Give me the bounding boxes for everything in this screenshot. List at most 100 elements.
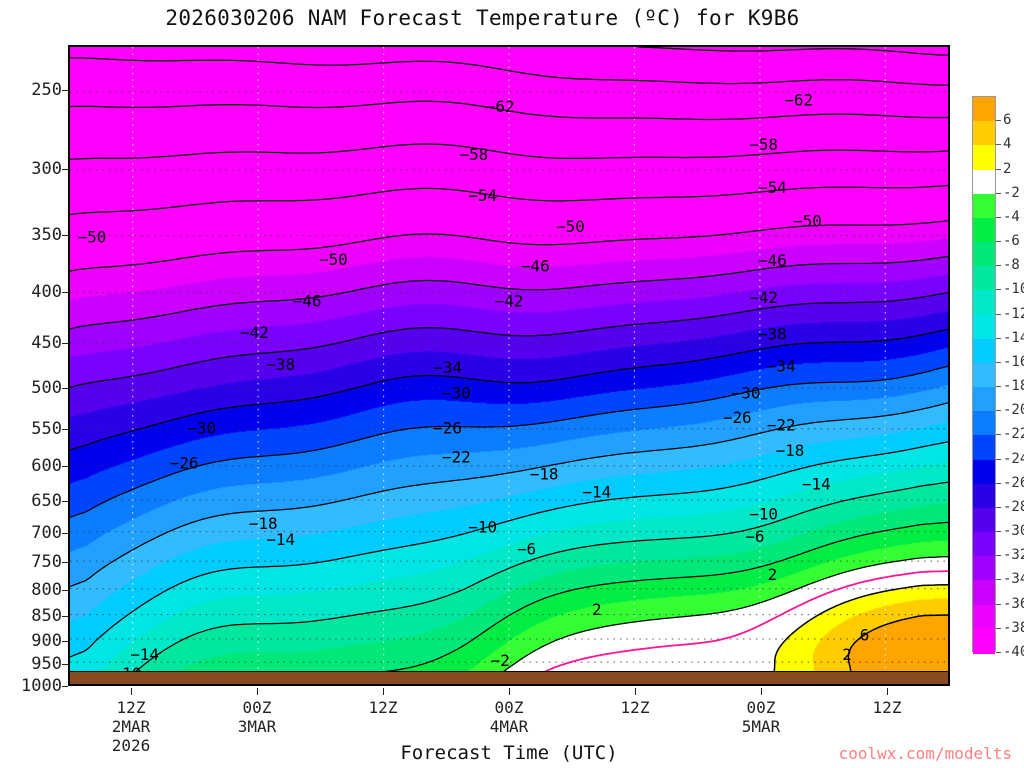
x-axis-time-label: 00Z xyxy=(494,698,524,717)
colorbar-segment xyxy=(973,387,995,412)
colorbar-label: -28 xyxy=(1003,498,1024,515)
y-axis-tick xyxy=(62,500,68,502)
colorbar-label: -24 xyxy=(1003,450,1024,467)
colorbar-tick xyxy=(996,289,1001,291)
colorbar-segment xyxy=(973,628,995,654)
y-axis-label: 250 xyxy=(31,80,62,101)
y-axis-tick xyxy=(62,663,68,665)
x-axis-label-group: 00Z 5MAR xyxy=(742,698,781,736)
svg-text:−62: −62 xyxy=(486,97,515,116)
colorbar-tick xyxy=(996,144,1001,146)
y-axis-tick xyxy=(62,686,68,687)
colorbar-segment xyxy=(973,314,995,340)
contour-plot-area: −62 −62 −58 −58 −54 −54 −50 −50 −50 −50 −46 −46 −46−… xyxy=(68,45,950,686)
y-axis-tick xyxy=(62,168,68,170)
colorbar-tick xyxy=(996,265,1001,267)
colorbar-label: -2 xyxy=(1003,184,1020,201)
x-axis-tick xyxy=(509,688,510,695)
colorbar-tick xyxy=(996,652,1001,653)
y-axis-tick xyxy=(62,234,68,236)
svg-text:−30: −30 xyxy=(187,419,216,438)
colorbar-segment xyxy=(973,483,995,509)
y-axis-tick xyxy=(62,640,68,642)
y-axis-tick xyxy=(62,90,68,92)
contour-label: −14 xyxy=(582,482,611,501)
colorbar-segment xyxy=(973,169,995,195)
svg-text:−46: −46 xyxy=(293,291,322,310)
colorbar-label: -6 xyxy=(1003,233,1020,250)
svg-text:−6: −6 xyxy=(745,527,764,546)
x-axis-label-group: 00Z 4MAR xyxy=(490,698,529,736)
contour-label: −62 xyxy=(784,91,813,110)
colorbar-segment xyxy=(973,290,995,316)
svg-text:−18: −18 xyxy=(530,465,559,484)
colorbar-label: -10 xyxy=(1003,281,1024,298)
page-title: 2026030206 NAM Forecast Temperature (ºC)… xyxy=(165,6,800,30)
grid-layer xyxy=(70,47,948,684)
contour-line xyxy=(70,255,948,330)
svg-text:−38: −38 xyxy=(266,355,295,374)
x-axis: 12Z 2MAR 00Z 3MAR 12Z 00Z 4MAR 12Z 00Z 5MAR 12Z xyxy=(68,688,950,758)
svg-text:−54: −54 xyxy=(758,178,787,197)
contour-label: −30 xyxy=(187,419,216,438)
colorbar-segment xyxy=(973,580,995,606)
svg-text:−26: −26 xyxy=(170,454,199,473)
contour-label: −2 xyxy=(491,651,510,670)
x-axis-date-label: 4MAR xyxy=(489,717,529,736)
colorbar-tick xyxy=(996,506,1001,508)
y-axis-label: 550 xyxy=(31,419,62,440)
contour-label: 6 xyxy=(860,626,870,645)
contour-label: −42 xyxy=(495,291,524,310)
colorbar: 6 4 2 -2 -4 -6 -8 -10 -12 -14 -16 -18 -20 -22 -24 -26 -2… xyxy=(972,96,1024,660)
y-axis-label: 450 xyxy=(31,332,62,353)
colorbar-segment xyxy=(973,338,995,364)
colorbar-label: -32 xyxy=(1003,547,1024,564)
contour-label: −14 xyxy=(802,475,831,494)
colorbar-segment xyxy=(973,145,995,171)
contour-label: −18 xyxy=(530,465,559,484)
y-axis-label: 750 xyxy=(31,552,62,573)
contour-line xyxy=(70,100,948,121)
colorbar-label: -18 xyxy=(1003,378,1024,395)
svg-text:−58: −58 xyxy=(749,135,778,154)
colorbar-tick xyxy=(996,579,1001,581)
y-axis-tick xyxy=(62,292,68,294)
colorbar-segment xyxy=(973,242,995,267)
contour-label: −30 xyxy=(442,384,471,403)
contour-label: −14 xyxy=(266,530,295,549)
contour-label: −18 xyxy=(776,441,805,460)
x-axis-label-group: 12Z xyxy=(621,698,650,717)
colorbar-gradient xyxy=(972,96,996,654)
contour-label: −26 xyxy=(433,419,462,438)
svg-text:−2: −2 xyxy=(491,651,510,670)
colorbar-tick xyxy=(996,603,1001,605)
svg-text:−14: −14 xyxy=(582,482,611,501)
contour-label: 2 xyxy=(768,565,778,584)
svg-text:2: 2 xyxy=(842,645,852,664)
contour-label: −14 xyxy=(130,645,159,664)
y-axis-tick xyxy=(62,388,68,390)
svg-text:−34: −34 xyxy=(433,358,462,377)
x-axis-label-group: 12Z 2MAR xyxy=(112,698,151,736)
svg-text:−62: −62 xyxy=(784,91,813,110)
contour-label: −22 xyxy=(767,416,796,435)
contour-label: −18 xyxy=(249,514,278,533)
contour-label: −54 xyxy=(758,178,787,197)
y-axis-label: 400 xyxy=(31,282,62,303)
y-axis-tick xyxy=(62,590,68,592)
svg-text:−58: −58 xyxy=(460,145,489,164)
colorbar-segment xyxy=(973,411,995,437)
contour-label: −46 xyxy=(758,251,787,270)
colorbar-label: 4 xyxy=(1003,136,1012,153)
colorbar-label: -20 xyxy=(1003,402,1024,419)
colorbar-tick xyxy=(996,434,1001,436)
x-axis-label-group: 12Z xyxy=(369,698,398,717)
colorbar-segment xyxy=(973,362,995,388)
x-axis-date-label: 5MAR xyxy=(741,717,781,736)
contour-line xyxy=(638,47,948,56)
contour-layer: −62 −62 −58 −58 −54 −54 −50 −50 −50 −50 −46 −46 −46−… xyxy=(70,47,948,684)
contour-line xyxy=(70,184,948,216)
colorbar-label: -14 xyxy=(1003,329,1024,346)
y-axis: 250 300 350 400 450 500 550 600 650 700 750 800 850 9… xyxy=(0,45,68,696)
svg-text:−14: −14 xyxy=(802,475,831,494)
